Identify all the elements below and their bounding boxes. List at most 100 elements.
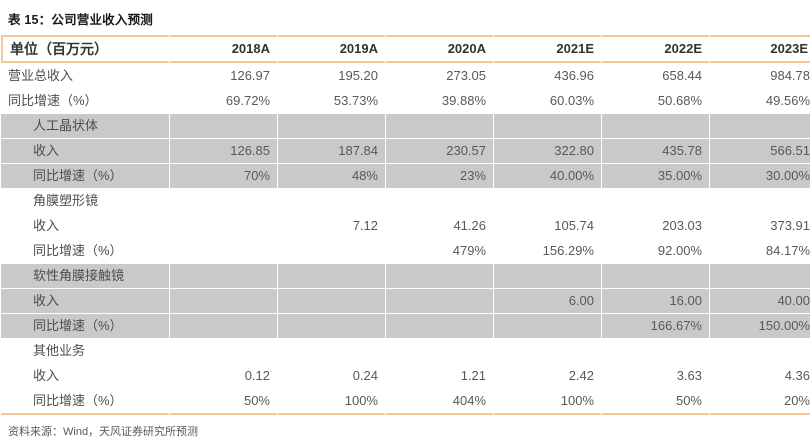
value-cell: 41.26 <box>453 218 486 233</box>
value-cell: 100% <box>278 389 385 415</box>
value-cell: 4.36 <box>784 368 810 383</box>
value-cell <box>386 339 493 363</box>
table-row: 同比增速（%） 50% 100% 404% 100% 50% 20% <box>1 389 810 415</box>
table-row: 人工晶状体 <box>1 114 810 138</box>
value-cell: 156.29% <box>542 243 594 258</box>
value-cell <box>386 114 493 138</box>
value-cell <box>170 214 277 238</box>
value-cell: 23% <box>386 164 493 188</box>
row-label: 营业总收入 <box>8 68 74 83</box>
row-label: 收入 <box>33 368 60 383</box>
value-cell: 1.21 <box>460 368 486 383</box>
value-cell: 84.17% <box>765 243 810 258</box>
value-cell: 70% <box>170 164 277 188</box>
value-cell: 40.00 <box>710 289 810 313</box>
value-cell: 230.57 <box>386 139 493 163</box>
value-cell: 3.63 <box>676 368 702 383</box>
value-cell: 69.72% <box>225 93 270 108</box>
value-cell <box>494 314 601 338</box>
row-label: 同比增速（%） <box>1 389 169 415</box>
value-cell: 187.84 <box>278 139 385 163</box>
value-cell <box>170 239 277 263</box>
value-cell <box>386 264 493 288</box>
value-cell <box>170 314 277 338</box>
row-label: 收入 <box>1 139 169 163</box>
value-cell: 984.78 <box>770 68 810 83</box>
row-label: 收入 <box>33 218 60 233</box>
source-note: 资料来源：Wind，天风证券研究所预测 <box>8 426 199 438</box>
value-cell: 404% <box>386 389 493 415</box>
value-cell: 39.88% <box>441 93 486 108</box>
table-row: 收入 126.85 187.84 230.57 322.80 435.78 566.51 <box>1 139 810 163</box>
value-cell: 0.24 <box>352 368 378 383</box>
value-cell: 373.91 <box>770 218 810 233</box>
table-title: 表 15：公司营业收入预测 <box>8 13 153 27</box>
value-cell: 658.44 <box>662 68 702 83</box>
value-cell <box>494 114 601 138</box>
value-cell: 436.96 <box>554 68 594 83</box>
header-row: 单位（百万元） 2018A 2019A 2020A 2021E 2022E 2023E <box>1 35 810 63</box>
value-cell: 16.00 <box>602 289 709 313</box>
value-cell: 48% <box>278 164 385 188</box>
value-cell <box>602 264 709 288</box>
value-cell: 50% <box>602 389 709 415</box>
year-column-header: 2023E <box>710 35 810 63</box>
value-cell <box>710 339 810 363</box>
year-column-header: 2022E <box>602 35 709 63</box>
value-cell <box>278 239 385 263</box>
row-label: 收入 <box>1 289 169 313</box>
table-row: 其他业务 <box>1 339 810 363</box>
value-cell <box>710 114 810 138</box>
value-cell <box>278 339 385 363</box>
table-row: 同比增速（%） 166.67% 150.00% <box>1 314 810 338</box>
year-column-header: 2019A <box>278 35 385 63</box>
value-cell <box>278 114 385 138</box>
value-cell: 7.12 <box>352 218 378 233</box>
value-cell <box>278 289 385 313</box>
table-header: 单位（百万元） 2018A 2019A 2020A 2021E 2022E 2023E <box>1 35 810 63</box>
value-cell <box>710 264 810 288</box>
value-cell: 479% <box>452 243 486 258</box>
value-cell: 150.00% <box>710 314 810 338</box>
value-cell <box>710 189 810 213</box>
value-cell <box>386 314 493 338</box>
year-column-header: 2018A <box>170 35 277 63</box>
value-cell: 126.85 <box>170 139 277 163</box>
value-cell: 40.00% <box>494 164 601 188</box>
value-cell <box>386 289 493 313</box>
value-cell <box>494 264 601 288</box>
value-cell <box>278 314 385 338</box>
table-row: 角膜塑形镜 <box>1 189 810 213</box>
row-label: 其他业务 <box>33 343 86 358</box>
value-cell: 30.00% <box>710 164 810 188</box>
value-cell: 322.80 <box>494 139 601 163</box>
row-label: 软性角膜接触镜 <box>1 264 169 288</box>
value-cell: 273.05 <box>446 68 486 83</box>
table-row: 收入 6.00 16.00 40.00 <box>1 289 810 313</box>
row-label: 人工晶状体 <box>1 114 169 138</box>
value-cell: 53.73% <box>333 93 378 108</box>
row-label: 同比增速（%） <box>8 93 98 108</box>
table-row: 收入 0.12 0.24 1.21 2.42 3.63 4.36 <box>1 364 810 388</box>
table-row: 收入 7.12 41.26 105.74 203.03 373.91 <box>1 214 810 238</box>
value-cell: 435.78 <box>602 139 709 163</box>
table-row: 营业总收入 126.97 195.20 273.05 436.96 658.44 984.7… <box>1 64 810 88</box>
year-column-header: 2020A <box>386 35 493 63</box>
value-cell: 50.68% <box>657 93 702 108</box>
value-cell <box>602 114 709 138</box>
row-label: 同比增速（%） <box>1 164 169 188</box>
value-cell: 2.42 <box>568 368 594 383</box>
table-body: 营业总收入 126.97 195.20 273.05 436.96 658.44 984.7… <box>1 64 810 415</box>
value-cell <box>494 189 601 213</box>
value-cell <box>170 289 277 313</box>
value-cell: 195.20 <box>338 68 378 83</box>
table-row: 同比增速（%） 479% 156.29% 92.00% 84.17% <box>1 239 810 263</box>
year-column-header: 2021E <box>494 35 601 63</box>
value-cell: 166.67% <box>602 314 709 338</box>
value-cell: 92.00% <box>657 243 702 258</box>
value-cell: 105.74 <box>554 218 594 233</box>
value-cell <box>170 189 277 213</box>
value-cell: 20% <box>710 389 810 415</box>
value-cell: 49.56% <box>765 93 810 108</box>
